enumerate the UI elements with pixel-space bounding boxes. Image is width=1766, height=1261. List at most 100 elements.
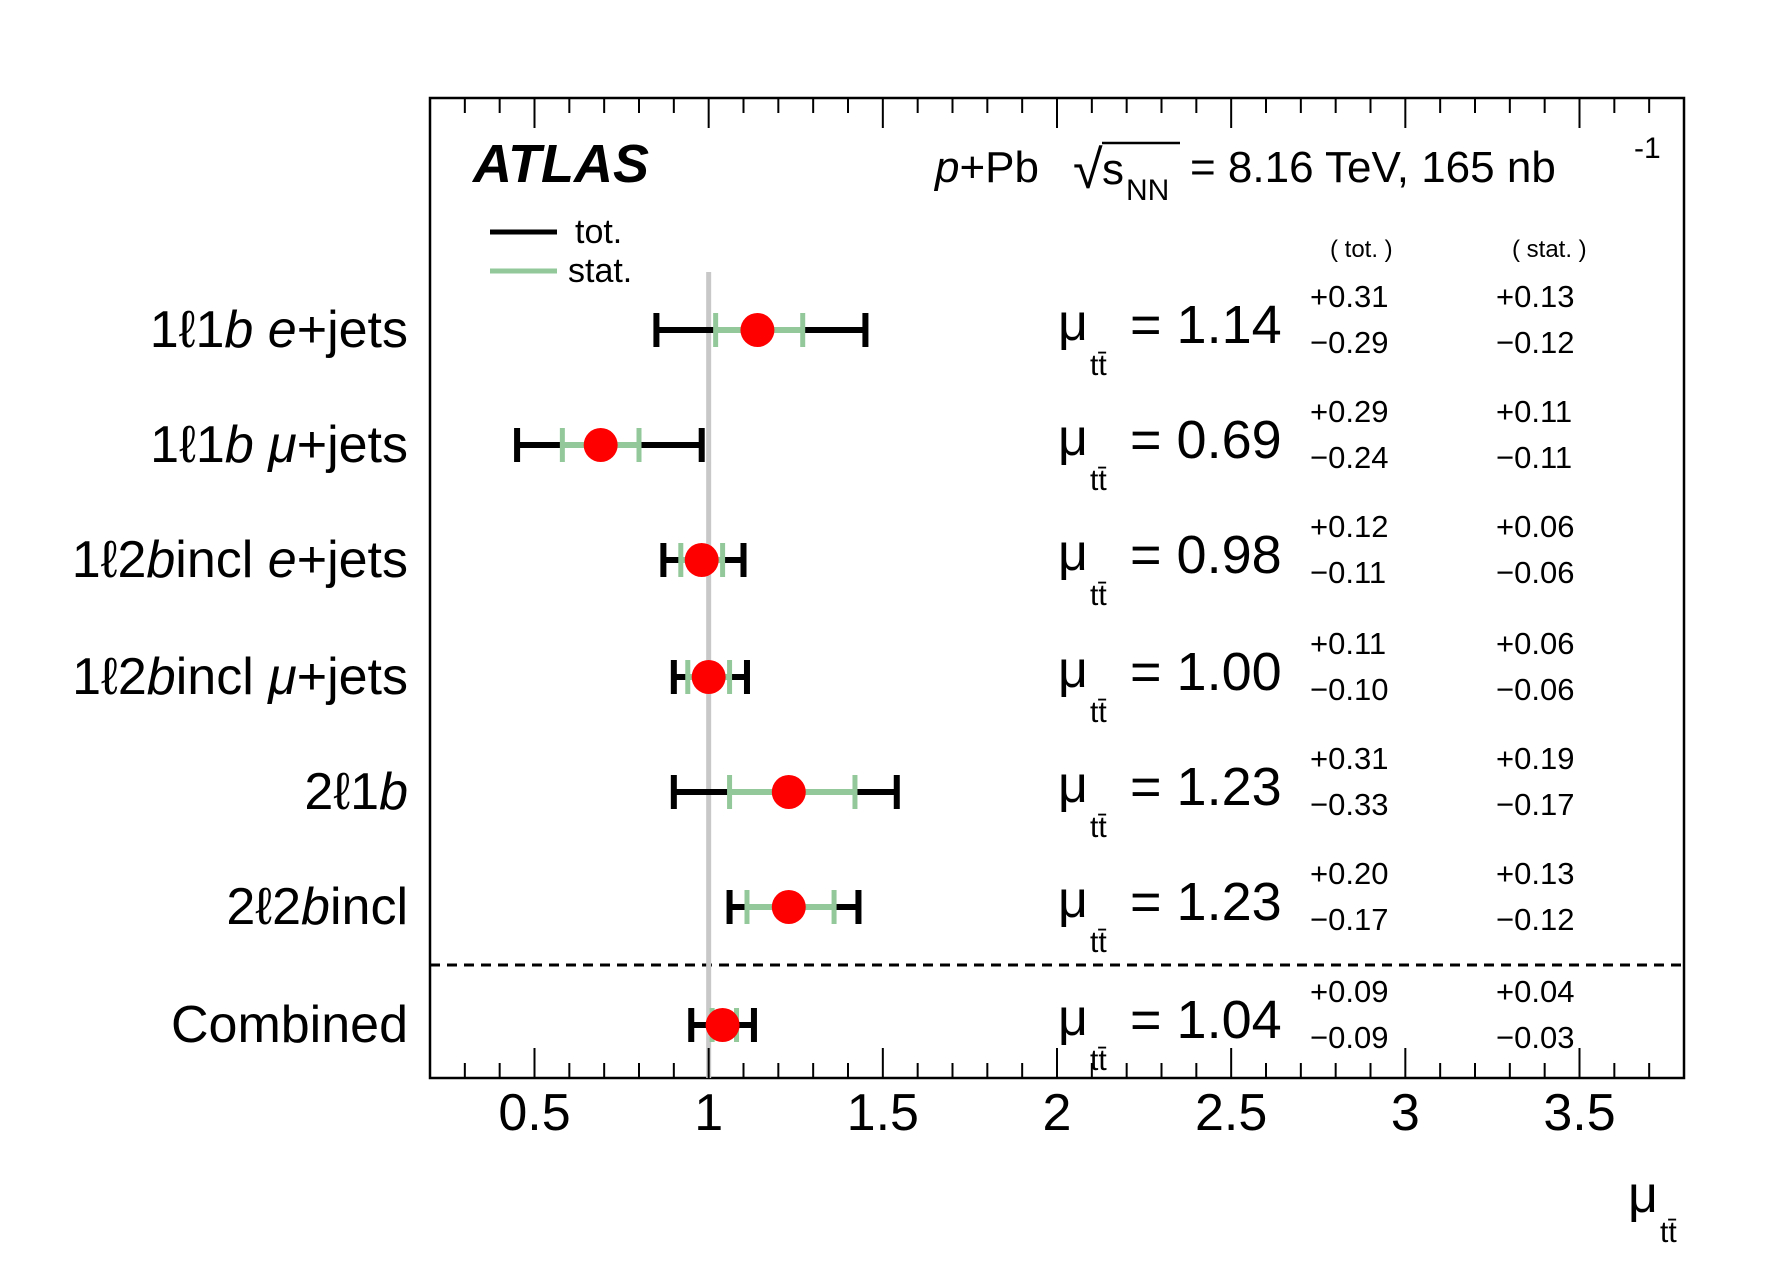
stat-uncertainty-up: +0.06: [1496, 509, 1574, 544]
legend-tot-label: tot.: [575, 213, 622, 251]
row-label: Combined: [171, 996, 408, 1054]
row-label-part: incl: [176, 648, 268, 706]
row-label-part: [253, 301, 267, 359]
tot-uncertainty-down: −0.17: [1310, 902, 1388, 937]
experiment-label: ATLAS: [471, 134, 649, 194]
central-value-point: [583, 428, 618, 462]
stat-uncertainty-up: +0.06: [1496, 626, 1574, 661]
x-axis-label-mu: μ: [1628, 1166, 1658, 1224]
row-label-part: 1ℓ2: [72, 531, 147, 589]
sqrt-symbol: √: [1073, 140, 1103, 200]
row-label-part: +jets: [297, 531, 408, 589]
stat-uncertainty-up: +0.19: [1496, 741, 1574, 776]
tot-uncertainty-up: +0.29: [1310, 394, 1388, 429]
row-label-part: 1ℓ1: [150, 416, 225, 474]
x-axis-tick-labels: 0.5 1 1.5 2 2.5 3 3.5: [498, 1084, 1615, 1142]
tot-uncertainty-up: +0.31: [1310, 741, 1388, 776]
mu-symbol: μ: [1058, 294, 1088, 352]
tot-uncertainty-down: −0.29: [1310, 325, 1388, 360]
measurement-row: 2ℓ1b μtt̄ = 1.23 +0.31 −0.33 +0.19 −0.17: [304, 741, 1574, 844]
row-label: 2ℓ1b: [304, 763, 408, 821]
measurement-row: Combined μtt̄ = 1.04 +0.09 −0.09 +0.04 −0.03: [171, 974, 1574, 1077]
tot-uncertainty-down: −0.24: [1310, 440, 1388, 475]
x-axis-ticks: [429, 98, 1685, 1078]
row-label-part: b: [225, 416, 254, 474]
tot-uncertainty-up: +0.31: [1310, 279, 1388, 314]
central-value-point: [771, 775, 806, 809]
row-label-part: 2ℓ2: [226, 878, 301, 936]
central-value-point: [684, 543, 719, 577]
mu-symbol: μ: [1058, 989, 1088, 1047]
tot-uncertainty-up: +0.20: [1310, 856, 1388, 891]
row-label-part: e: [268, 531, 297, 589]
header-energy-lumi: = 8.16 TeV, 165 nb: [1190, 143, 1556, 192]
x-tick-label: 0.5: [498, 1084, 570, 1142]
header-pb: +Pb: [959, 143, 1039, 192]
row-label-part: μ: [266, 416, 297, 474]
x-tick-label: 1.5: [847, 1084, 919, 1142]
tot-uncertainty-down: −0.10: [1310, 672, 1388, 707]
row-label-part: [254, 416, 268, 474]
mu-value: = 1.23: [1130, 757, 1282, 817]
tot-uncertainty-down: −0.33: [1310, 787, 1388, 822]
legend-stat-label: stat.: [568, 252, 632, 290]
mu-symbol: μ: [1058, 524, 1088, 582]
tot-uncertainty-up: +0.11: [1310, 626, 1386, 661]
row-label-part: μ: [266, 648, 297, 706]
stat-uncertainty-down: −0.11: [1496, 440, 1572, 475]
row-label-part: 1ℓ2: [72, 648, 147, 706]
measurement-rows: 1ℓ1b e+jets μtt̄= 1.14 +0.31−0.29+0.13−0.1…: [72, 279, 1575, 1077]
tot-uncertainty-up: +0.09: [1310, 974, 1388, 1009]
header-lumi-exponent: -1: [1634, 132, 1661, 165]
mu-value: = 1.14: [1130, 295, 1282, 355]
row-label: 1ℓ2bincl e+jets: [72, 531, 408, 589]
mu-symbol: μ: [1058, 409, 1088, 467]
row-label: 1ℓ2bincl μ+jets: [72, 648, 408, 706]
stat-uncertainty-down: −0.03: [1496, 1020, 1574, 1055]
mu-subscript: tt̄: [1090, 464, 1107, 497]
tot-uncertainty-down: −0.09: [1310, 1020, 1388, 1055]
mu-value: = 1.23: [1130, 872, 1282, 932]
mu-subscript: tt̄: [1090, 579, 1107, 612]
mu-symbol: μ: [1058, 871, 1088, 929]
stat-uncertainty-down: −0.12: [1496, 902, 1574, 937]
mu-subscript: tt̄: [1090, 926, 1107, 959]
stat-uncertainty-up: +0.13: [1496, 279, 1574, 314]
row-label-part: b: [146, 531, 175, 589]
stat-uncertainty-up: +0.04: [1496, 974, 1574, 1009]
row-label-part: +jets: [297, 648, 408, 706]
measurement-row: 2ℓ2bincl μtt̄ = 1.23 +0.20 −0.17 +0.13 −0.12: [226, 856, 1574, 959]
central-value-point: [705, 1008, 740, 1042]
row-label-part: b: [301, 878, 330, 936]
mu-value: = 0.98: [1130, 525, 1282, 585]
stat-uncertainty-down: −0.06: [1496, 672, 1574, 707]
header-p: p: [933, 143, 959, 192]
tot-uncertainty-up: +0.12: [1310, 509, 1388, 544]
mu-subscript: tt̄: [1090, 1044, 1107, 1077]
x-axis-label-subscript: tt̄: [1660, 1216, 1677, 1249]
header-s-subscript: NN: [1126, 174, 1169, 207]
central-value-point: [740, 313, 775, 347]
x-tick-label: 2.5: [1195, 1084, 1267, 1142]
mu-value: = 1.04: [1130, 990, 1282, 1050]
x-tick-label: 2: [1043, 1084, 1072, 1142]
central-value-point: [691, 660, 726, 694]
row-label-part: 2ℓ1: [304, 763, 379, 821]
collision-system-header: p+Pb: [933, 143, 1039, 192]
row-label-part: e: [268, 301, 297, 359]
row-label: 2ℓ2bincl: [226, 878, 408, 936]
row-label-part: b: [224, 301, 253, 359]
row-label: 1ℓ1b e+jets: [150, 301, 408, 359]
column-header-stat: ( stat. ): [1512, 236, 1587, 263]
stat-uncertainty-down: −0.06: [1496, 555, 1574, 590]
mu-value: = 0.69: [1130, 410, 1282, 470]
measurement-row: 1ℓ1b e+jets μtt̄ = 1.14 +0.31 −0.29 +0.13 −0.1…: [150, 279, 1575, 382]
tot-uncertainty-down: −0.11: [1310, 555, 1386, 590]
row-label-part: b: [379, 763, 408, 821]
mu-subscript: tt̄: [1090, 696, 1107, 729]
x-tick-label: 1: [694, 1084, 723, 1142]
mu-symbol: μ: [1058, 641, 1088, 699]
stat-uncertainty-down: −0.12: [1496, 325, 1574, 360]
x-tick-label: 3.5: [1543, 1084, 1615, 1142]
